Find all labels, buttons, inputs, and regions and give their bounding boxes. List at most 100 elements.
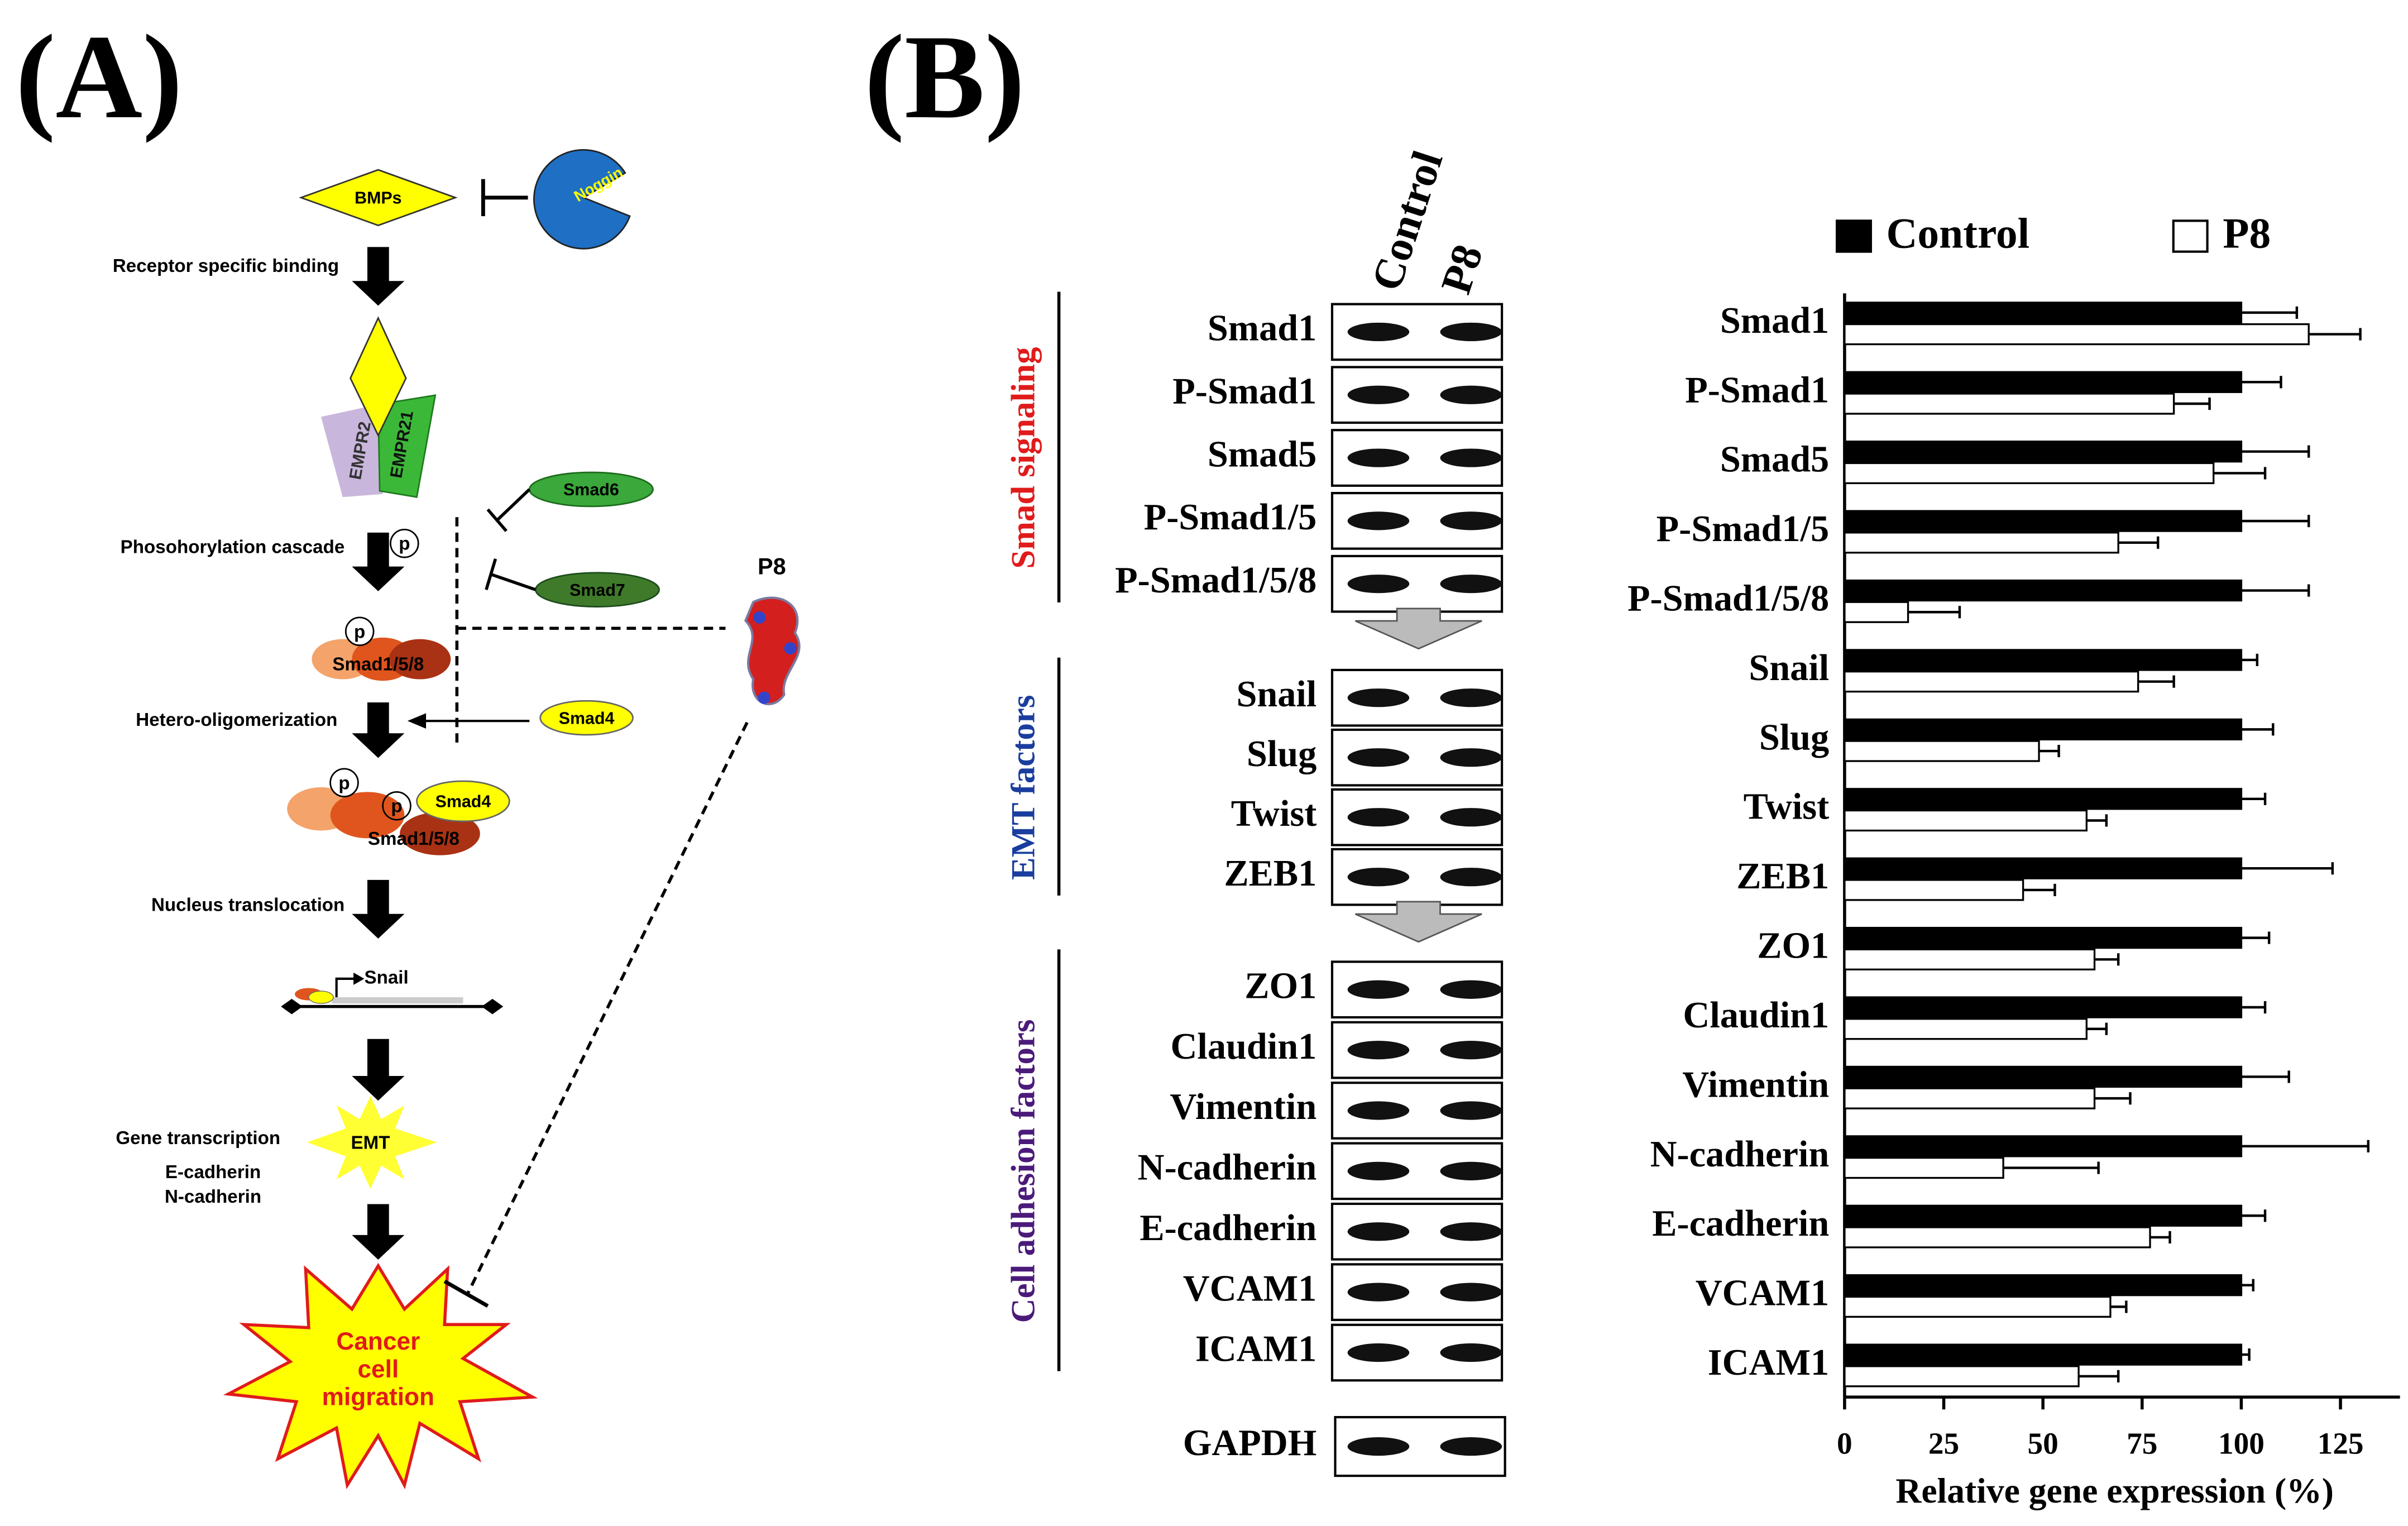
error-bar — [2241, 445, 2310, 458]
dashed-line — [466, 721, 749, 1295]
gene-label: E-cadherin — [165, 1162, 261, 1183]
p8-protein — [744, 596, 801, 706]
bar — [1844, 996, 2243, 1018]
error-bar — [2118, 536, 2160, 549]
blot-band — [1347, 1041, 1410, 1060]
arrow — [352, 247, 405, 306]
blot-band — [1347, 448, 1410, 467]
bar — [1844, 441, 2243, 463]
blot-band — [1440, 1222, 1502, 1241]
error-bar — [2241, 862, 2334, 875]
ligand-shape — [350, 316, 407, 437]
bar — [1844, 1295, 2112, 1318]
error-bar — [2241, 1348, 2251, 1361]
blot-band — [1440, 575, 1502, 594]
blot-label: Twist — [1231, 793, 1317, 834]
y-tick-label: ZEB1 — [1736, 856, 1829, 897]
blot-band — [1440, 748, 1502, 767]
error-bar — [2086, 1022, 2108, 1035]
y-tick-label: ZO1 — [1757, 926, 1829, 967]
blot-band — [1440, 808, 1502, 827]
blot-band — [1347, 1343, 1410, 1362]
x-axis-label: Relative gene expression (%) — [1895, 1471, 2334, 1510]
blot-band — [1440, 688, 1502, 707]
blot-label: ZEB1 — [1224, 853, 1316, 894]
error-bar — [2241, 1209, 2267, 1222]
bar — [1844, 601, 1909, 623]
blot-band — [1440, 1101, 1502, 1120]
error-bar — [2079, 1370, 2120, 1383]
error-bar — [2241, 584, 2310, 597]
smad-label: Smad1/5/8 — [332, 654, 424, 674]
blot-label: VCAM1 — [1183, 1268, 1317, 1309]
blot-band — [1440, 448, 1502, 467]
y-tick-label: Claudin1 — [1683, 995, 1829, 1036]
group-arrow — [1354, 901, 1482, 943]
emt-label: EMT — [351, 1132, 390, 1153]
blot-label: ZO1 — [1244, 965, 1316, 1006]
error-bar — [2094, 953, 2120, 966]
smad7-label: Smad7 — [569, 581, 625, 600]
tss-head — [353, 972, 365, 985]
blot-label: Slug — [1247, 734, 1316, 774]
bar — [1844, 510, 2243, 532]
bar — [1844, 788, 2243, 810]
p-label: p — [338, 773, 350, 793]
arrow — [352, 1039, 405, 1101]
bar — [1844, 1065, 2243, 1088]
bar — [1844, 1274, 2243, 1297]
p-circle — [382, 791, 411, 821]
bar — [1844, 1204, 2243, 1227]
bar — [1844, 809, 2088, 832]
smad-shape — [400, 812, 480, 855]
blot-band — [1347, 1161, 1410, 1180]
snail-label: Snail — [364, 968, 408, 988]
step-label: Gene transcription — [116, 1128, 280, 1149]
y-tick-label: P-Smad1/5 — [1657, 509, 1830, 549]
p-circle — [390, 528, 419, 558]
error-bar — [2138, 675, 2175, 688]
error-bar — [2241, 792, 2267, 805]
blot-band — [1440, 511, 1502, 530]
arrow — [352, 1204, 405, 1260]
blot-band — [1347, 748, 1410, 767]
bar — [1844, 1018, 2088, 1040]
step-label: Phosohorylation cascade — [121, 537, 345, 557]
group-label: Cell adhesion factors — [1005, 1019, 1042, 1323]
blot-band — [1347, 868, 1410, 887]
error-bar — [2241, 1001, 2267, 1014]
bar — [1844, 649, 2243, 671]
error-bar — [2023, 883, 2056, 896]
p-circle — [329, 768, 359, 798]
p8-protein — [758, 691, 770, 704]
blot-band — [1347, 980, 1410, 999]
bar — [1844, 532, 2119, 554]
legend-swatch — [2172, 219, 2209, 253]
bmps-label: BMPs — [355, 189, 401, 208]
legend-label: P8 — [2223, 209, 2271, 257]
outcome-label: cell — [357, 1356, 399, 1383]
error-bar — [2309, 328, 2362, 341]
error-bar — [2110, 1300, 2128, 1313]
blot-band — [1347, 1437, 1410, 1456]
smad6-label: Smad6 — [563, 480, 619, 499]
smad-shape — [389, 639, 451, 680]
emt-star — [307, 1096, 437, 1189]
error-bar — [2241, 1140, 2369, 1152]
inhibit-mark — [485, 488, 537, 591]
blot-label: Vimentin — [1170, 1087, 1316, 1127]
error-bar — [2241, 376, 2282, 389]
error-bar — [2241, 723, 2275, 736]
smad4-label: Smad4 — [559, 709, 615, 728]
blot-label: P-Smad1 — [1172, 371, 1316, 412]
group-label: Smad signaling — [1005, 347, 1042, 568]
error-bar — [1908, 606, 1961, 619]
x-tick-label: 100 — [2218, 1426, 2265, 1460]
bar — [1844, 926, 2243, 949]
bar — [1844, 740, 2040, 762]
blot-band — [1440, 1161, 1502, 1180]
p8-protein — [753, 611, 766, 624]
blot-label: Snail — [1236, 674, 1316, 715]
